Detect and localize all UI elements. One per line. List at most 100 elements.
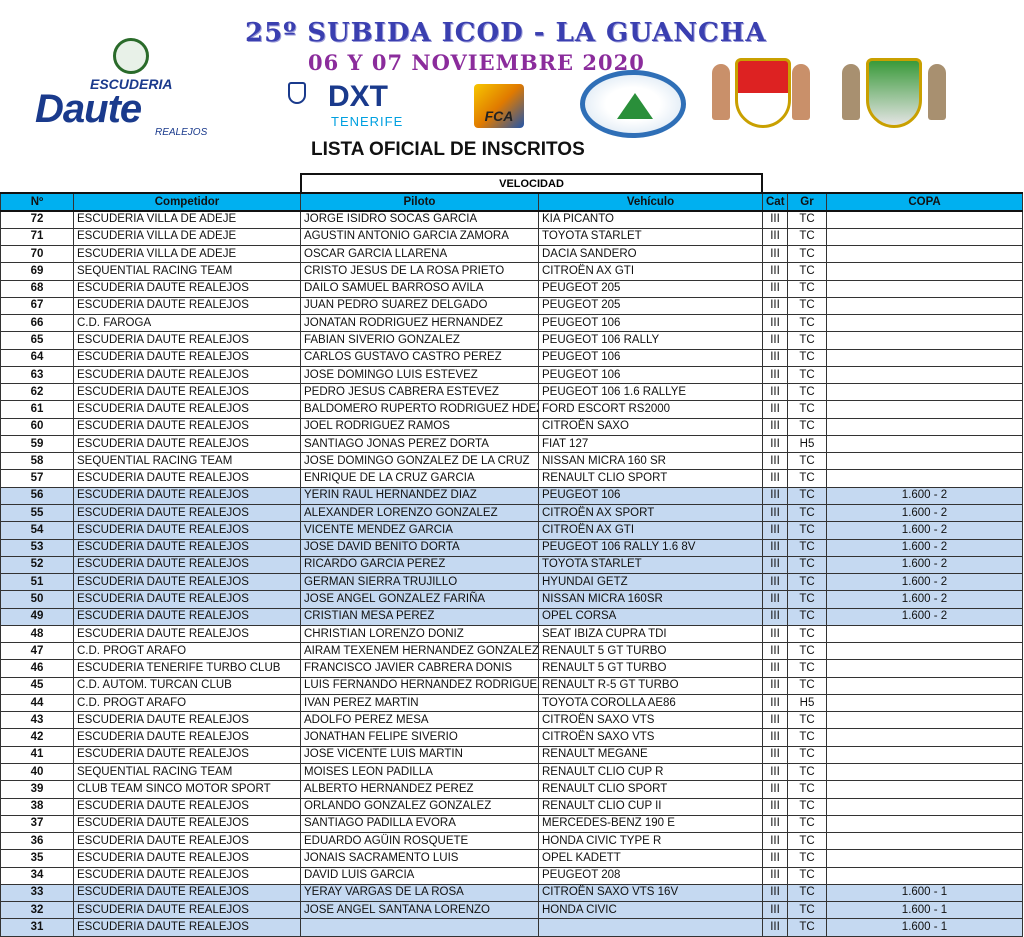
entry-number-cell: 38 <box>0 797 74 816</box>
cat-cell: III <box>762 866 788 885</box>
gr-cell: TC <box>787 469 827 488</box>
entry-number-cell: 33 <box>0 883 74 903</box>
vehiculo-cell: TOYOTA STARLET <box>538 555 763 575</box>
entry-number-cell: 61 <box>0 400 74 419</box>
gr-cell: TC <box>787 279 827 298</box>
entry-number-cell: 71 <box>0 227 74 247</box>
gr-cell: TC <box>787 400 827 419</box>
table-row: 40 SEQUENTIAL RACING TEAM MOISES LEON PADI… <box>0 762 1023 782</box>
piloto-cell: CHRISTIAN LORENZO DONIZ <box>300 624 539 644</box>
table-row: 59 ESCUDERIA DAUTE REALEJOS SANTIAGO JONAS… <box>0 434 1023 454</box>
competidor-cell: ESCUDERIA DAUTE REALEJOS <box>73 348 301 367</box>
competidor-cell: C.D. AUTOM. TURCAN CLUB <box>73 676 301 695</box>
escuderia-daute-logo: ESCUDERIA Daute REALEJOS <box>35 38 245 138</box>
vehiculo-cell: NISSAN MICRA 160SR <box>538 590 763 609</box>
piloto-cell: CRISTO JESUS DE LA ROSA PRIETO <box>300 262 539 281</box>
entry-number-cell: 51 <box>0 573 74 592</box>
entry-number-cell: 57 <box>0 469 74 488</box>
piloto-cell: JOSE DOMINGO GONZALEZ DE LA CRUZ <box>300 452 539 471</box>
gr-cell: TC <box>787 331 827 350</box>
gr-cell: TC <box>787 348 827 367</box>
entry-number-cell: 36 <box>0 832 74 851</box>
piloto-cell: ORLANDO GONZALEZ GONZALEZ <box>300 797 539 816</box>
entry-number-cell: 63 <box>0 365 74 385</box>
competidor-cell: ESCUDERIA DAUTE REALEJOS <box>73 728 301 747</box>
gr-cell: TC <box>787 504 827 523</box>
copa-cell <box>826 676 1023 695</box>
cat-cell: III <box>762 711 788 730</box>
table-row: 66 C.D. FAROGA JONATAN RODRIGUEZ HERNANDEZ… <box>0 314 1023 333</box>
competidor-cell: ESCUDERIA DAUTE REALEJOS <box>73 434 301 454</box>
cat-cell: III <box>762 452 788 471</box>
piloto-cell: ENRIQUE DE LA CRUZ GARCIA <box>300 469 539 488</box>
copa-cell <box>826 296 1023 316</box>
cabildo-shield-icon <box>288 82 306 104</box>
competidor-cell: ESCUDERIA DAUTE REALEJOS <box>73 607 301 626</box>
gr-cell: TC <box>787 745 827 765</box>
piloto-cell: JONATAN RODRIGUEZ HERNANDEZ <box>300 314 539 333</box>
table-row: 32 ESCUDERIA DAUTE REALEJOS JOSE ANGEL SAN… <box>0 901 1023 920</box>
piloto-cell: ALEXANDER LORENZO GONZALEZ <box>300 504 539 523</box>
vehiculo-cell: OPEL CORSA <box>538 607 763 626</box>
cat-cell: III <box>762 762 788 782</box>
copa-cell <box>826 314 1023 333</box>
icod-shield-icon <box>735 58 791 128</box>
piloto-cell: OSCAR GARCIA LLARENA <box>300 245 539 264</box>
vehiculo-cell: HONDA CIVIC TYPE R <box>538 832 763 851</box>
competidor-cell: SEQUENTIAL RACING TEAM <box>73 262 301 281</box>
piloto-cell: MOISES LEON PADILLA <box>300 762 539 782</box>
entry-number-cell: 65 <box>0 331 74 350</box>
copa-cell <box>826 711 1023 730</box>
table-row: 51 ESCUDERIA DAUTE REALEJOS GERMAN SIERRA … <box>0 573 1023 592</box>
gr-cell: TC <box>787 642 827 661</box>
copa-cell: 1.600 - 2 <box>826 504 1023 523</box>
cat-cell: III <box>762 400 788 419</box>
gr-cell: H5 <box>787 693 827 713</box>
cat-cell: III <box>762 262 788 281</box>
entry-number-cell: 46 <box>0 659 74 678</box>
gr-cell: TC <box>787 210 827 229</box>
vehiculo-cell: OPEL KADETT <box>538 849 763 868</box>
col-competidor: Competidor <box>73 192 301 212</box>
table-row: 47 C.D. PROGT ARAFO AIRAM TEXENEM HERNANDE… <box>0 642 1023 661</box>
table-row: 60 ESCUDERIA DAUTE REALEJOS JOEL RODRIGUEZ… <box>0 417 1023 436</box>
table-row: 55 ESCUDERIA DAUTE REALEJOS ALEXANDER LORE… <box>0 504 1023 523</box>
competidor-cell: ESCUDERIA DAUTE REALEJOS <box>73 745 301 765</box>
cat-cell: III <box>762 883 788 903</box>
entry-number-cell: 70 <box>0 245 74 264</box>
competidor-cell: ESCUDERIA VILLA DE ADEJE <box>73 227 301 247</box>
vehiculo-cell: KIA PICANTO <box>538 210 763 229</box>
gr-cell: TC <box>787 797 827 816</box>
copa-cell <box>826 624 1023 644</box>
gr-cell: TC <box>787 365 827 385</box>
competidor-cell: ESCUDERIA DAUTE REALEJOS <box>73 624 301 644</box>
entry-number-cell: 35 <box>0 849 74 868</box>
copa-cell <box>826 348 1023 367</box>
vehiculo-cell: RENAULT CLIO CUP R <box>538 762 763 782</box>
logo-text: DXT <box>328 80 388 113</box>
cat-cell: III <box>762 504 788 523</box>
table-row: 70 ESCUDERIA VILLA DE ADEJE OSCAR GARCIA L… <box>0 245 1023 264</box>
copa-cell <box>826 693 1023 713</box>
vehiculo-cell: PEUGEOT 106 RALLY <box>538 331 763 350</box>
copa-cell: 1.600 - 1 <box>826 901 1023 920</box>
vehiculo-cell: CITROËN SAXO VTS <box>538 711 763 730</box>
entry-number-cell: 69 <box>0 262 74 281</box>
vehiculo-cell: CITROËN SAXO VTS 16V <box>538 883 763 903</box>
vehiculo-cell: CITROËN SAXO VTS <box>538 728 763 747</box>
piloto-cell: LUIS FERNANDO HERNANDEZ RODRIGUEZ <box>300 676 539 695</box>
gr-cell: TC <box>787 780 827 799</box>
copa-cell: 1.600 - 1 <box>826 883 1023 903</box>
vehiculo-cell: CITROËN AX GTI <box>538 262 763 281</box>
entry-number-cell: 64 <box>0 348 74 367</box>
federacion-logo <box>580 70 686 138</box>
cat-cell: III <box>762 832 788 851</box>
cat-cell: III <box>762 417 788 436</box>
cat-cell: III <box>762 486 788 506</box>
copa-cell <box>826 279 1023 298</box>
copa-cell <box>826 745 1023 765</box>
competidor-cell: ESCUDERIA DAUTE REALEJOS <box>73 279 301 298</box>
copa-cell <box>826 434 1023 454</box>
copa-cell: 1.600 - 2 <box>826 538 1023 557</box>
copa-cell <box>826 417 1023 436</box>
